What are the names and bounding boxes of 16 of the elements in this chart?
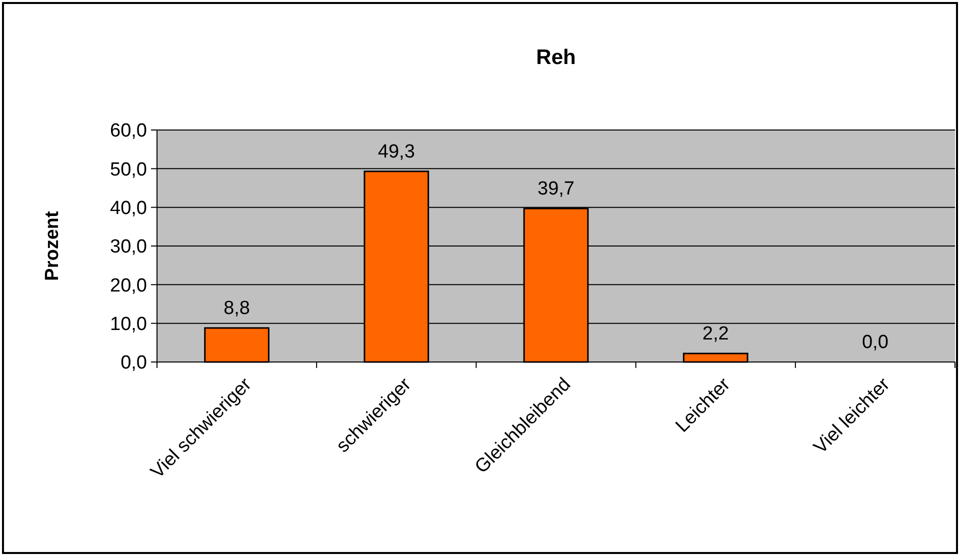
data-label: 0,0 — [862, 332, 888, 353]
y-tick-label: 10,0 — [110, 314, 147, 335]
y-axis-title: Prozent — [42, 210, 63, 281]
data-label: 8,8 — [224, 298, 250, 319]
chart-title: Reh — [536, 46, 576, 69]
y-tick-label: 20,0 — [110, 275, 147, 296]
bar — [682, 352, 748, 363]
y-tick-label: 50,0 — [110, 159, 147, 180]
y-tick-label: 40,0 — [110, 198, 147, 219]
y-tick-label: 0,0 — [120, 352, 147, 374]
y-tick-label: 60,0 — [110, 120, 147, 142]
data-label: 49,3 — [378, 141, 415, 162]
y-tick-label: 30,0 — [110, 236, 147, 258]
bar — [204, 327, 270, 363]
data-label: 39,7 — [538, 178, 574, 200]
data-label: 2,2 — [702, 323, 729, 344]
